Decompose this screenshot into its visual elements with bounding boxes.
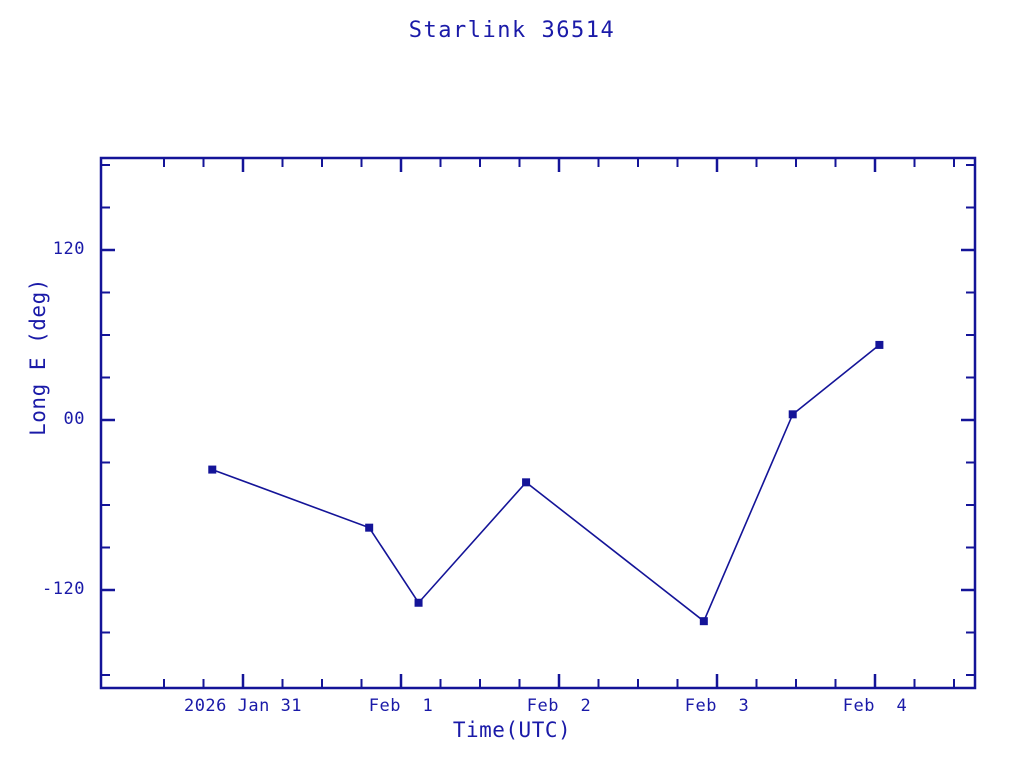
x-tick-label: 2026 Jan 31 [183,696,303,716]
series-polyline [212,344,880,623]
data-point-marker [365,523,374,532]
y-tick-label: 120 [52,239,85,259]
chart-title: Starlink 36514 [408,18,616,43]
data-point-marker [414,598,423,607]
data-series-markers [208,340,884,626]
data-point-marker [788,410,797,419]
y-axis-ticks [101,164,975,676]
data-point-marker [699,617,708,626]
x-axis-ticks [163,158,955,688]
data-point-marker [875,340,884,349]
x-tick-label: Feb 4 [842,696,908,716]
y-tick-label: 00 [63,409,85,429]
x-axis-title: Time(UTC) [452,718,572,742]
y-tick-label: -120 [42,579,85,599]
x-tick-label: Feb 3 [684,696,750,716]
axes-rectangle [99,156,977,690]
data-point-marker [522,478,531,487]
x-tick-label: Feb 1 [368,696,434,716]
data-series-line [212,344,880,623]
axes-frame [99,156,977,690]
x-tick-label: Feb 2 [526,696,592,716]
data-point-marker [208,465,217,474]
